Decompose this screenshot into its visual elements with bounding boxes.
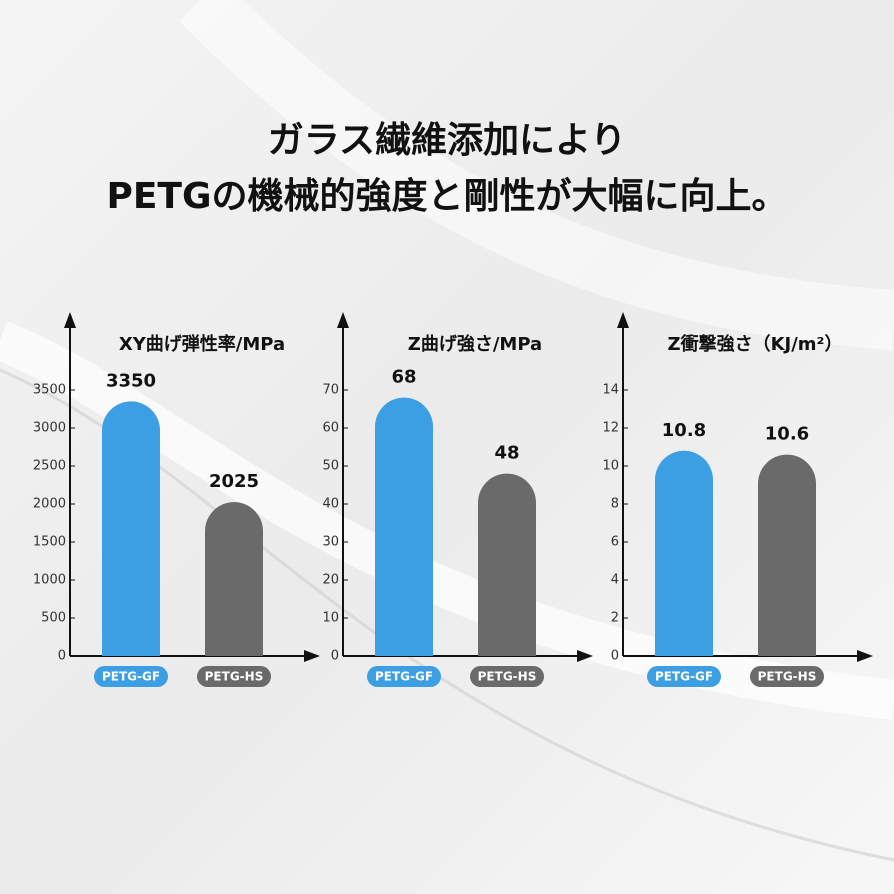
chart-title: Z曲げ強さ/MPa [408, 333, 542, 355]
value-label: 3350 [106, 370, 156, 391]
background-curve [0, 321, 894, 720]
value-label: 48 [494, 443, 519, 464]
y-axis-arrow [64, 312, 76, 328]
y-tick-label: 1500 [33, 535, 66, 550]
y-tick-label: 1000 [33, 573, 66, 588]
y-tick-label: 14 [602, 383, 619, 398]
category-pill [197, 666, 271, 687]
y-tick-label: 3000 [33, 421, 66, 436]
y-tick-label: 0 [331, 649, 339, 664]
x-axis-arrow [304, 650, 320, 662]
x-tick-label: PETG-GF [655, 670, 713, 684]
y-tick-label: 2500 [33, 459, 66, 474]
y-tick-label: 50 [322, 459, 339, 474]
y-tick-label: 10 [602, 459, 619, 474]
y-tick-label: 12 [602, 421, 619, 436]
y-tick-label: 30 [322, 535, 339, 550]
bar [655, 450, 713, 656]
y-tick-label: 2 [611, 611, 619, 626]
category-pill [367, 666, 441, 687]
y-axis-arrow [337, 312, 349, 328]
bar [478, 473, 536, 656]
bar [375, 397, 433, 656]
y-tick-label: 20 [322, 573, 339, 588]
value-label: 2025 [209, 471, 259, 492]
chart-title: XY曲げ弾性率/MPa [119, 333, 285, 355]
y-tick-label: 3500 [33, 383, 66, 398]
x-axis-arrow [857, 650, 873, 662]
value-label: 10.6 [765, 424, 809, 445]
bar [102, 401, 160, 656]
y-tick-label: 4 [611, 573, 619, 588]
x-axis-arrow [577, 650, 593, 662]
y-axis-arrow [617, 312, 629, 328]
y-tick-label: 10 [322, 611, 339, 626]
chart-title: Z衝撃強さ（KJ/m²） [668, 333, 843, 355]
y-tick-label: 2000 [33, 497, 66, 512]
category-pill [94, 666, 168, 687]
headline: PETGの機械的強度と剛性が大幅に向上。 [106, 176, 787, 217]
x-tick-label: PETG-GF [375, 670, 433, 684]
category-pill [470, 666, 544, 687]
y-tick-label: 0 [611, 649, 619, 664]
headline: ガラス繊維添加により [268, 120, 627, 161]
y-tick-label: 60 [322, 421, 339, 436]
bar [205, 502, 263, 656]
y-tick-label: 8 [611, 497, 619, 512]
x-tick-label: PETG-HS [205, 670, 264, 684]
category-pill [647, 666, 721, 687]
background-curve [178, 0, 894, 350]
value-label: 68 [391, 367, 416, 388]
x-tick-label: PETG-HS [478, 670, 537, 684]
y-tick-label: 500 [41, 611, 66, 626]
bar [758, 454, 816, 656]
y-tick-label: 0 [58, 649, 66, 664]
category-pill [750, 666, 824, 687]
x-tick-label: PETG-GF [102, 670, 160, 684]
value-label: 10.8 [662, 420, 706, 441]
y-tick-label: 40 [322, 497, 339, 512]
y-tick-label: 6 [611, 535, 619, 550]
y-tick-label: 70 [322, 383, 339, 398]
x-tick-label: PETG-HS [758, 670, 817, 684]
